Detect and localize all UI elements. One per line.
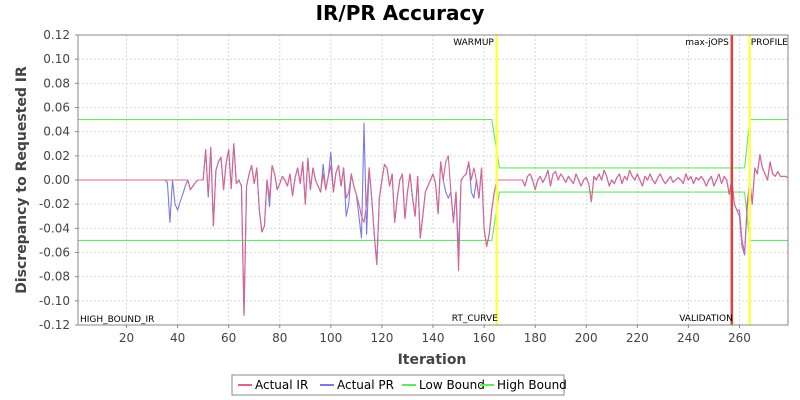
legend-label: Low Bound xyxy=(419,378,485,392)
phase-marker-top-label: WARMUP xyxy=(453,38,494,48)
y-tick-label: 0.08 xyxy=(43,76,70,90)
x-tick-label: 220 xyxy=(626,331,649,345)
series-line-low-bound xyxy=(78,191,788,241)
x-tick-label: 20 xyxy=(119,331,134,345)
x-tick-label: 160 xyxy=(473,331,496,345)
y-tick-label: -0.04 xyxy=(39,221,70,235)
phase-marker-bottom-label: RT_CURVE xyxy=(452,314,498,324)
x-tick-label: 80 xyxy=(272,331,287,345)
phase-marker-bottom-label: VALIDATION xyxy=(679,314,733,324)
series-line-actual-ir xyxy=(78,143,789,316)
y-tick-label: -0.10 xyxy=(39,294,70,308)
bounds-layer xyxy=(78,119,788,241)
legend-label: Actual PR xyxy=(337,378,394,392)
x-tick-label: 240 xyxy=(677,331,700,345)
x-tick-label: 40 xyxy=(170,331,185,345)
corner-label: HIGH_BOUND_IR xyxy=(80,315,154,325)
x-axis-label: Iteration xyxy=(398,352,467,368)
legend: Actual IR Actual PR Low Bound High Bound xyxy=(231,374,567,396)
x-tick-label: 100 xyxy=(319,331,342,345)
x-tick-label: 200 xyxy=(575,331,598,345)
y-axis-label: Discrepancy to Requested IR xyxy=(14,66,30,294)
series-layer xyxy=(78,122,789,316)
y-tick-label: 0.00 xyxy=(43,173,70,187)
x-tick-label: 60 xyxy=(221,331,236,345)
phase-marker-top-label: max-jOPS xyxy=(685,38,729,48)
x-tick-label: 180 xyxy=(524,331,547,345)
y-tick-label: -0.08 xyxy=(39,270,70,284)
y-tick-label: -0.02 xyxy=(39,197,70,211)
legend-label: High Bound xyxy=(497,378,567,392)
chart-title: IR/PR Accuracy xyxy=(316,1,485,25)
series-line-high-bound xyxy=(78,119,788,169)
phase-marker-top-label: PROFILE xyxy=(751,38,789,48)
phase-markers: WARMUP RT_CURVE max-jOPS VALIDATION PROFILE xyxy=(452,35,789,325)
x-tick-label: 140 xyxy=(422,331,445,345)
y-tick-label: -0.12 xyxy=(39,318,70,332)
y-tick-label: 0.02 xyxy=(43,149,70,163)
legend-label: Actual IR xyxy=(255,378,308,392)
legend-box xyxy=(231,374,565,396)
y-tick-label: 0.12 xyxy=(43,28,70,42)
x-tick-label: 260 xyxy=(728,331,751,345)
y-tick-label: 0.04 xyxy=(43,125,70,139)
y-tick-label: 0.06 xyxy=(43,101,70,115)
y-tick-label: -0.06 xyxy=(39,246,70,260)
x-tick-label: 120 xyxy=(370,331,393,345)
y-tick-label: 0.10 xyxy=(43,52,70,66)
axis-ticks: 20 40 60 80 100 120 140 160 180 200 220 240 260 -0.12… xyxy=(39,28,751,345)
